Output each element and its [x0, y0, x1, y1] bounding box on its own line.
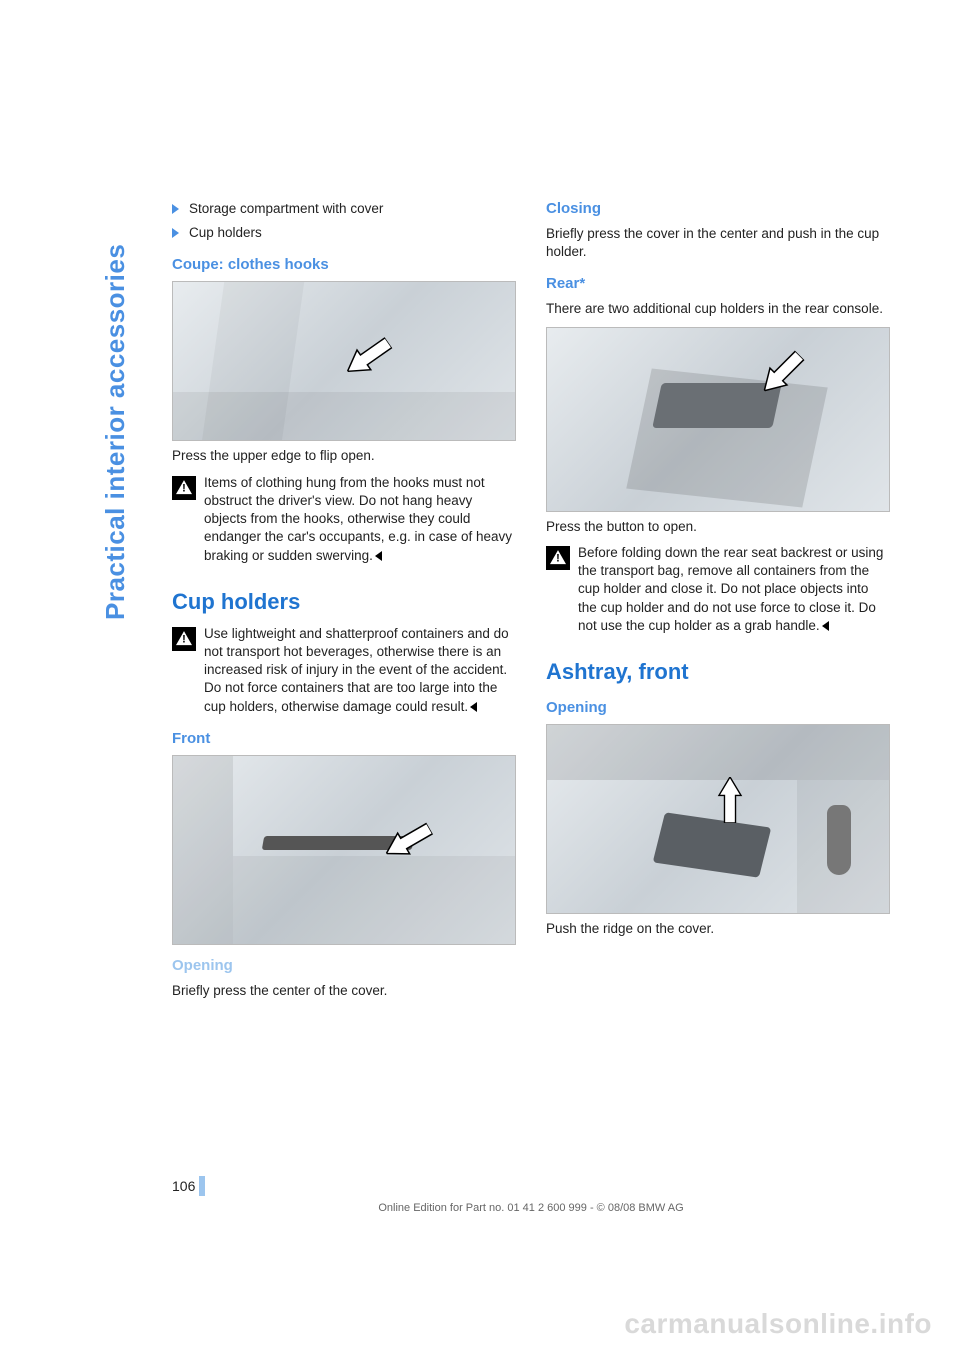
caption-ashtray: Push the ridge on the cover. [546, 920, 890, 938]
heading-closing: Closing [546, 200, 890, 217]
caption-hooks: Press the upper edge to flip open. [172, 447, 516, 465]
text-opening-front: Briefly press the center of the cover. [172, 982, 516, 1000]
warning-icon [172, 627, 196, 651]
heading-front: Front [172, 730, 516, 747]
warning-body: Items of clothing hung from the hooks mu… [204, 475, 512, 563]
warning-rear: Before folding down the rear seat backre… [546, 544, 890, 635]
heading-rear: Rear* [546, 275, 890, 292]
page-number: 106 [172, 1178, 195, 1194]
warning-body: Use lightweight and shatterproof contain… [204, 626, 509, 714]
left-column: Storage compartment with cover Cup holde… [172, 200, 516, 1008]
watermark: carmanualsonline.info [624, 1308, 932, 1340]
heading-clothes-hooks: Coupe: clothes hooks [172, 256, 516, 273]
bullet-text: Cup holders [189, 224, 262, 242]
illustration-clothes-hooks [172, 281, 516, 441]
warning-body: Before folding down the rear seat backre… [578, 545, 883, 633]
illustration-ashtray [546, 724, 890, 914]
side-tab: Practical interior accessories [100, 200, 140, 620]
heading-cup-holders: Cup holders [172, 589, 516, 615]
warning-cup: Use lightweight and shatterproof contain… [172, 625, 516, 716]
warning-icon [546, 546, 570, 570]
warning-icon [172, 476, 196, 500]
bullet-text: Storage compartment with cover [189, 200, 383, 218]
illustration-front-cupholder [172, 755, 516, 945]
warning-text: Before folding down the rear seat backre… [578, 544, 890, 635]
footer: Online Edition for Part no. 01 41 2 600 … [172, 1202, 890, 1214]
warning-text: Use lightweight and shatterproof contain… [204, 625, 516, 716]
warning-text: Items of clothing hung from the hooks mu… [204, 474, 516, 565]
end-marker-icon [375, 551, 382, 561]
heading-ashtray: Ashtray, front [546, 659, 890, 685]
page-number-row: 106 [172, 1176, 890, 1196]
warning-hooks: Items of clothing hung from the hooks mu… [172, 474, 516, 565]
end-marker-icon [822, 621, 829, 631]
text-rear: There are two additional cup holders in … [546, 300, 890, 318]
heading-ashtray-opening: Opening [546, 699, 890, 716]
end-marker-icon [470, 702, 477, 712]
bullet-item: Cup holders [172, 224, 516, 242]
text-closing: Briefly press the cover in the center an… [546, 225, 890, 261]
heading-opening-front: Opening [172, 957, 516, 974]
bullet-item: Storage compartment with cover [172, 200, 516, 218]
page-content: Storage compartment with cover Cup holde… [172, 200, 890, 1008]
bullet-icon [172, 228, 179, 238]
bullet-icon [172, 204, 179, 214]
right-column: Closing Briefly press the cover in the c… [546, 200, 890, 1008]
caption-rear: Press the button to open. [546, 518, 890, 536]
illustration-rear-cupholder [546, 327, 890, 512]
page-number-bar [199, 1176, 205, 1196]
